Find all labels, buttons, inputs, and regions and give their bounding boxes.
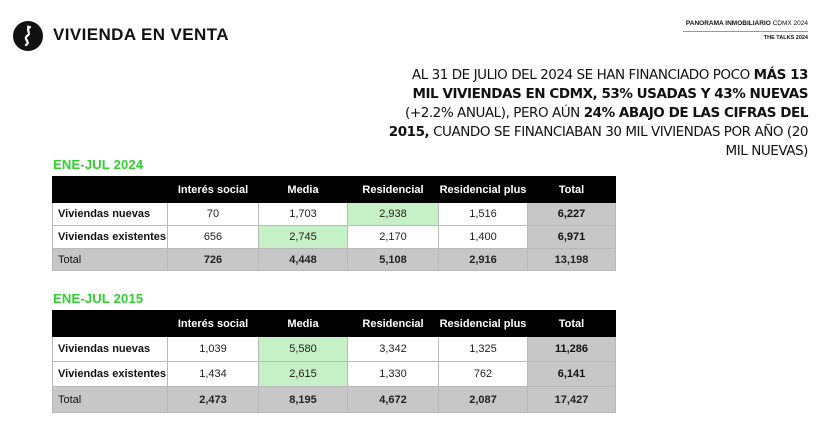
table-cell: 3,342 bbox=[347, 336, 439, 362]
total-row-label: Total bbox=[52, 248, 168, 271]
section-label-2015: ENE-JUL 2015 bbox=[53, 291, 144, 306]
table-total-row: Total 726 4,448 5,108 2,916 13,198 bbox=[52, 248, 616, 271]
header-blank-cell bbox=[52, 176, 168, 203]
table-cell: 70 bbox=[167, 202, 259, 226]
grand-total-cell: 13,198 bbox=[527, 248, 616, 271]
section-label-2024: ENE-JUL 2024 bbox=[53, 157, 144, 172]
row-total-cell: 11,286 bbox=[527, 336, 616, 362]
column-header: Total bbox=[527, 176, 616, 203]
column-header: Residencial plus bbox=[438, 310, 528, 337]
total-cell: 4,672 bbox=[347, 386, 439, 413]
table-cell: 1,434 bbox=[167, 361, 259, 387]
column-header: Residencial plus bbox=[438, 176, 528, 203]
table-header-row: Interés social Media Residencial Residen… bbox=[52, 176, 616, 203]
total-cell: 2,087 bbox=[438, 386, 528, 413]
column-header: Media bbox=[258, 310, 348, 337]
column-header: Total bbox=[527, 310, 616, 337]
row-total-cell: 6,141 bbox=[527, 361, 616, 387]
column-header: Residencial bbox=[347, 176, 439, 203]
total-cell: 4,448 bbox=[258, 248, 348, 271]
total-row-label: Total bbox=[52, 386, 168, 413]
row-label: Viviendas existentes bbox=[52, 361, 168, 387]
row-label: Viviendas nuevas bbox=[52, 336, 168, 362]
header-blank-cell bbox=[52, 310, 168, 337]
highlighted-cell: 5,580 bbox=[258, 336, 348, 362]
table-cell: 1,325 bbox=[438, 336, 528, 362]
row-total-cell: 6,971 bbox=[527, 225, 616, 249]
table-row: Viviendas existentes 656 2,745 2,170 1,4… bbox=[52, 225, 616, 249]
total-cell: 726 bbox=[167, 248, 259, 271]
column-header: Media bbox=[258, 176, 348, 203]
highlighted-cell: 2,938 bbox=[347, 202, 439, 226]
brand-logo-icon bbox=[13, 21, 43, 51]
table-2015: Interés social Media Residencial Residen… bbox=[52, 310, 616, 413]
table-row: Viviendas nuevas 70 1,703 2,938 1,516 6,… bbox=[52, 202, 616, 226]
table-cell: 1,330 bbox=[347, 361, 439, 387]
row-total-cell: 6,227 bbox=[527, 202, 616, 226]
grand-total-cell: 17,427 bbox=[527, 386, 616, 413]
table-cell: 1,400 bbox=[438, 225, 528, 249]
column-header: Interés social bbox=[167, 310, 259, 337]
total-cell: 8,195 bbox=[258, 386, 348, 413]
table-total-row: Total 2,473 8,195 4,672 2,087 17,427 bbox=[52, 386, 616, 413]
table-cell: 1,516 bbox=[438, 202, 528, 226]
slide-title: VIVIENDA EN VENTA bbox=[53, 25, 229, 44]
highlighted-cell: 2,615 bbox=[258, 361, 348, 387]
brand-block: PANORAMA INMOBILIARIO CDMX 2024 THE TALK… bbox=[683, 20, 808, 42]
brand-divider bbox=[683, 31, 808, 32]
table-cell: 1,703 bbox=[258, 202, 348, 226]
total-cell: 2,916 bbox=[438, 248, 528, 271]
total-cell: 2,473 bbox=[167, 386, 259, 413]
row-label: Viviendas existentes bbox=[52, 225, 168, 249]
brand-name: PANORAMA INMOBILIARIO CDMX 2024 bbox=[685, 20, 808, 27]
row-label: Viviendas nuevas bbox=[52, 202, 168, 226]
table-header-row: Interés social Media Residencial Residen… bbox=[52, 310, 616, 337]
total-cell: 5,108 bbox=[347, 248, 439, 271]
table-cell: 2,170 bbox=[347, 225, 439, 249]
table-cell: 656 bbox=[167, 225, 259, 249]
table-2024: Interés social Media Residencial Residen… bbox=[52, 176, 616, 271]
table-row: Viviendas nuevas 1,039 5,580 3,342 1,325… bbox=[52, 336, 616, 362]
column-header: Residencial bbox=[347, 310, 439, 337]
table-cell: 762 bbox=[438, 361, 528, 387]
column-header: Interés social bbox=[167, 176, 259, 203]
highlighted-cell: 2,745 bbox=[258, 225, 348, 249]
table-cell: 1,039 bbox=[167, 336, 259, 362]
table-row: Viviendas existentes 1,434 2,615 1,330 7… bbox=[52, 361, 616, 387]
headline: AL 31 DE JULIO DEL 2024 SE HAN FINANCIAD… bbox=[388, 67, 809, 159]
brand-subtitle: THE TALKS 2024 bbox=[763, 35, 808, 41]
